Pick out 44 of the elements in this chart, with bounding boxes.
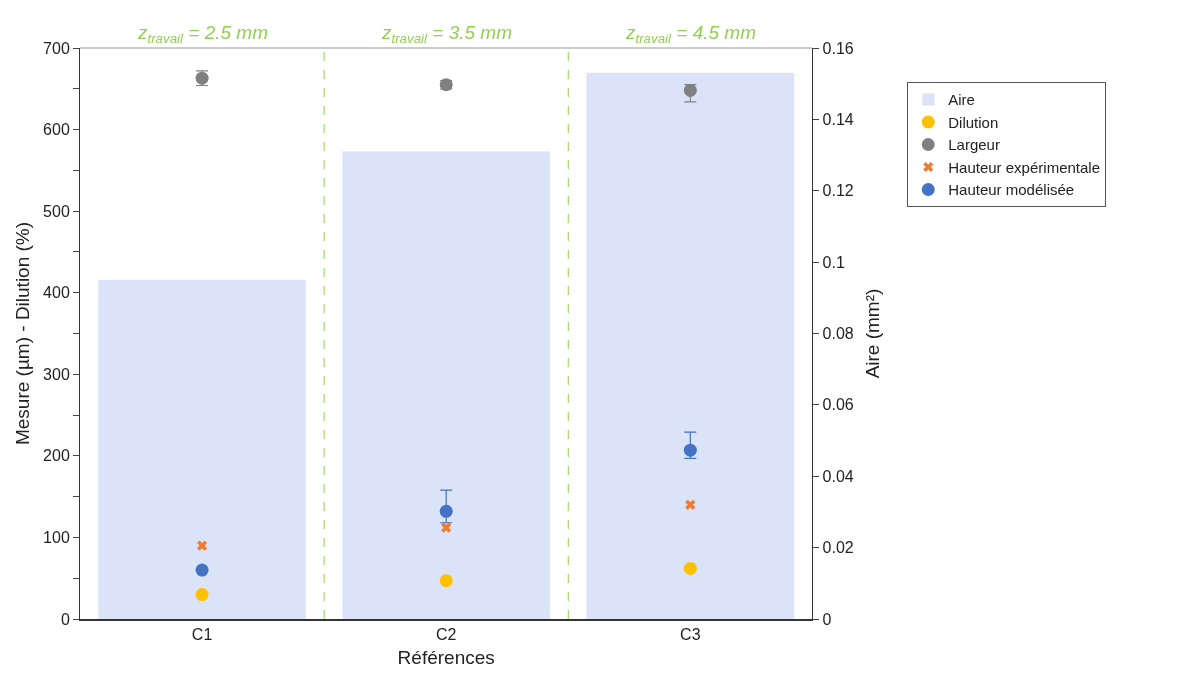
y2-tick-label: 0.12 — [822, 182, 854, 200]
point — [195, 563, 209, 577]
y2-tick-label: 0.16 — [822, 39, 854, 57]
bar — [98, 279, 307, 619]
y2-tick-label: 0.14 — [822, 110, 854, 128]
y2-tick-label: 0.08 — [822, 325, 854, 343]
point — [441, 522, 452, 533]
point — [683, 443, 697, 457]
y-tick-label: 400 — [43, 284, 70, 302]
y-tick-label: 600 — [43, 121, 70, 139]
bar — [586, 72, 795, 619]
point — [439, 504, 453, 518]
point — [683, 561, 697, 575]
y2-tick-label: 0.06 — [822, 396, 854, 414]
x-axis-title: Références — [397, 646, 495, 668]
point — [439, 574, 453, 588]
y2-axis-title: Aire (mm²) — [861, 288, 883, 379]
legend-label: Hauteur expérimentale — [948, 158, 1101, 176]
point — [196, 540, 208, 551]
x-tick-label: C1 — [191, 626, 213, 644]
y2-tick-label: 0.04 — [822, 467, 854, 485]
legend-label: Hauteur modélisée — [948, 181, 1075, 199]
point — [685, 499, 696, 510]
legend-label: Largeur — [948, 136, 1000, 154]
legend-label: Aire — [948, 91, 975, 109]
x-tick-label: C2 — [435, 626, 457, 644]
y2-tick-label: 0.1 — [822, 253, 845, 271]
text: z$_{travail}$ = 4.5 mm — [625, 22, 756, 46]
y-tick-label: 500 — [43, 202, 70, 220]
y-tick-label: 100 — [43, 529, 70, 547]
y2-tick-label: 0 — [822, 610, 832, 628]
point — [195, 588, 209, 602]
point — [683, 83, 697, 97]
y-axis-title: Mesure (µm) - Dilution (%) — [11, 221, 33, 446]
y2-tick-label: 0.02 — [822, 539, 854, 557]
y-tick-label: 200 — [43, 447, 70, 465]
y-tick-label: 300 — [43, 365, 70, 383]
bar — [342, 151, 551, 619]
y-tick-label: 0 — [60, 610, 70, 628]
text: z$_{travail}$ = 3.5 mm — [381, 22, 512, 46]
x-tick-label: C3 — [680, 626, 701, 644]
legend-label: Dilution — [948, 113, 999, 131]
text: z$_{travail}$ = 2.5 mm — [137, 22, 268, 46]
y-tick-label: 700 — [43, 39, 70, 57]
